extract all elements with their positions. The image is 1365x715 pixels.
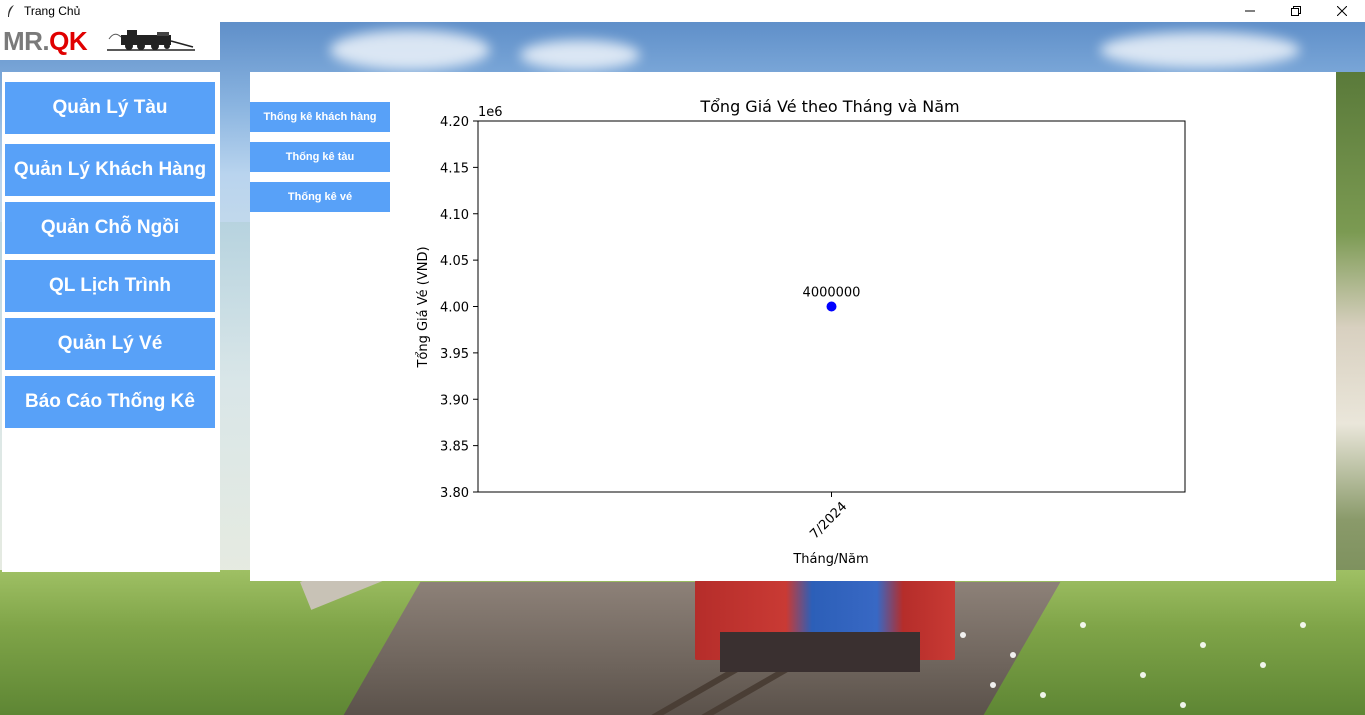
restore-icon[interactable] xyxy=(1273,0,1319,22)
window-controls xyxy=(1227,0,1365,22)
y-tick-label: 3.80 xyxy=(440,486,469,501)
y-tick-label: 3.90 xyxy=(440,393,469,408)
close-icon[interactable] xyxy=(1319,0,1365,22)
y-tick-label: 4.15 xyxy=(440,161,469,176)
train-logo-icon xyxy=(107,27,196,56)
revenue-chart: Tổng Giá Vé theo Tháng và Năm 1e6 3.80 3.… xyxy=(410,92,1210,577)
minimize-icon[interactable] xyxy=(1227,0,1273,22)
revenue-chart-svg: Tổng Giá Vé theo Tháng và Năm 1e6 3.803.… xyxy=(416,97,1186,567)
x-axis-label: Tháng/Năm xyxy=(792,552,868,567)
x-tick-label: 7/2024 xyxy=(807,499,850,542)
app-logo: MR.QK xyxy=(0,22,220,60)
nav-quan-ly-ve-button[interactable]: Quản Lý Vé xyxy=(5,318,215,370)
window-titlebar: Trang Chủ xyxy=(0,0,1365,22)
window-title: Trang Chủ xyxy=(24,4,81,18)
sidebar: Quản Lý Tàu Quản Lý Khách Hàng Quản Chỗ … xyxy=(2,72,220,572)
y-tick-label: 4.00 xyxy=(440,301,469,316)
y-axis-label: Tổng Giá Vé (VND) xyxy=(416,246,431,368)
tab-thong-ke-khach-hang[interactable]: Thống kê khách hàng xyxy=(250,102,390,132)
y-tick-label: 4.20 xyxy=(440,115,469,130)
nav-quan-cho-ngoi-button[interactable]: Quản Chỗ Ngồi xyxy=(5,202,215,254)
chart-title: Tổng Giá Vé theo Tháng và Năm xyxy=(699,97,959,116)
tab-thong-ke-tau[interactable]: Thống kê tàu xyxy=(250,142,390,172)
nav-bao-cao-thong-ke-button[interactable]: Báo Cáo Thống Kê xyxy=(5,376,215,428)
x-axis-ticks: 7/2024 xyxy=(807,492,850,542)
chart-offset-label: 1e6 xyxy=(478,105,503,120)
y-tick-label: 4.05 xyxy=(440,254,469,269)
nav-ql-lich-trinh-button[interactable]: QL Lịch Trình xyxy=(5,260,215,312)
data-point xyxy=(826,301,837,312)
tab-thong-ke-ve[interactable]: Thống kê vé xyxy=(250,182,390,212)
logo-text: MR.QK xyxy=(3,25,88,56)
y-tick-label: 3.85 xyxy=(440,440,469,455)
y-tick-label: 3.95 xyxy=(440,347,469,362)
data-label: 4000000 xyxy=(803,286,861,301)
nav-quan-ly-khach-hang-button[interactable]: Quản Lý Khách Hàng xyxy=(5,144,215,196)
y-axis-ticks: 3.80 3.85 3.90 3.95 4.00 4.05 4.10 4.15 4.20 xyxy=(440,115,478,501)
data-points: 4000000 xyxy=(803,286,861,312)
report-panel: Thống kê khách hàng Thống kê tàu Thống k… xyxy=(250,72,1336,581)
feather-icon xyxy=(4,4,18,18)
nav-quan-ly-tau-button[interactable]: Quản Lý Tàu xyxy=(5,82,215,134)
y-tick-label: 4.10 xyxy=(440,208,469,223)
